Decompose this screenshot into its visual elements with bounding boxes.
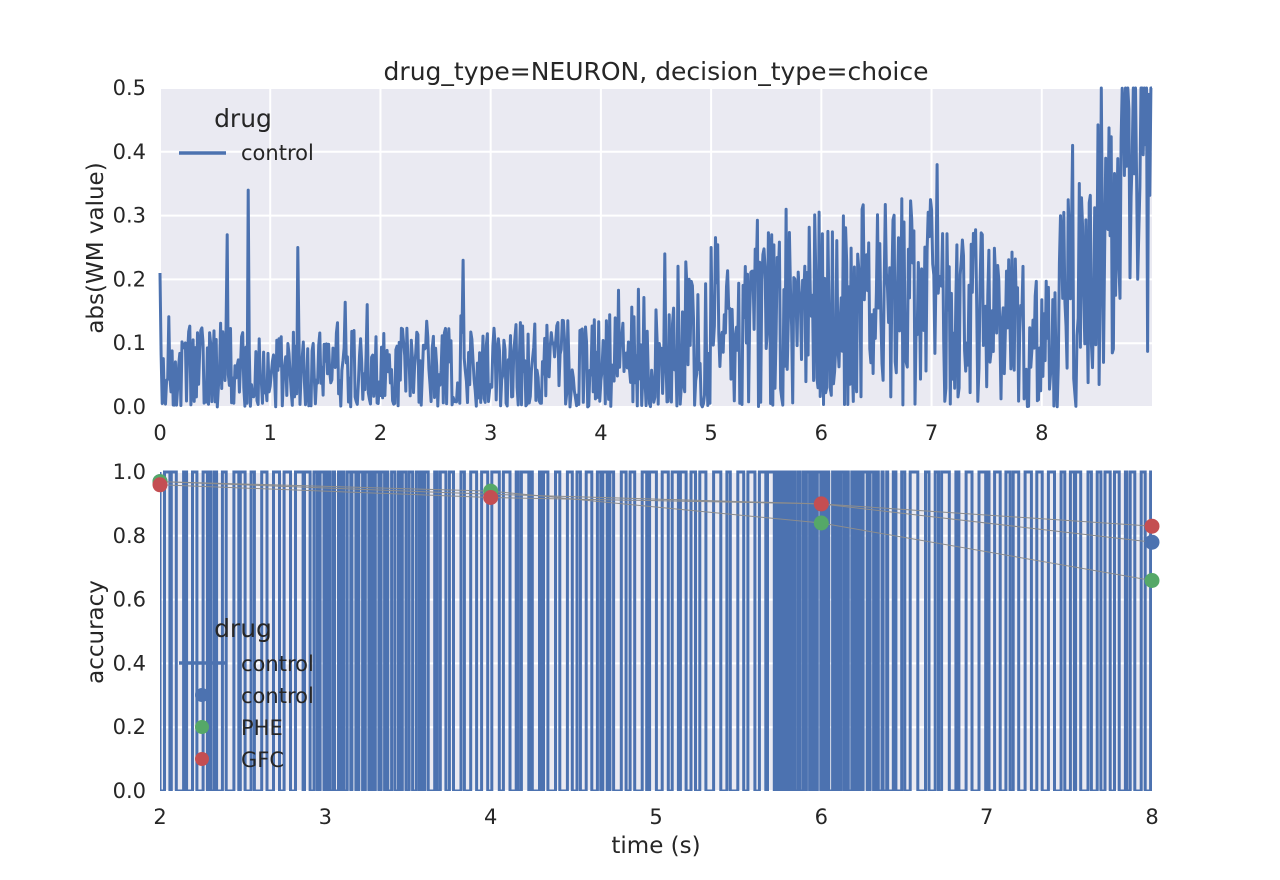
top-x-tick-label: 2: [374, 421, 387, 445]
bottom-x-tick-label: 5: [649, 805, 662, 829]
bottom-y-ticks: 0.0 0.2 0.4 0.6 0.8 1.0: [113, 460, 146, 803]
bottom-legend-label-control-line: control: [241, 652, 314, 676]
bottom-point-gfc: [813, 496, 829, 512]
bottom-y-tick-label: 0.0: [113, 779, 146, 803]
top-y-ticks: 0.0 0.1 0.2 0.3 0.4 0.5: [113, 76, 146, 419]
top-y-axis-label: abs(WM value): [83, 162, 109, 333]
top-chart: 0 1 2 3 4 5 6 7 8 0.0 0.1 0.2 0.3 0.4 0.5 abs(WM valu…: [83, 76, 1153, 445]
bottom-x-tick-label: 7: [980, 805, 993, 829]
bottom-legend-title: drug: [214, 614, 272, 643]
bottom-series-control-binary-trace: [160, 470, 1152, 791]
bottom-legend-label-control-points: control: [241, 684, 314, 708]
bottom-point-phe: [813, 515, 829, 531]
bottom-y-tick-label: 0.2: [113, 715, 146, 739]
bottom-y-tick-label: 0.6: [113, 588, 146, 612]
top-x-tick-label: 4: [594, 421, 607, 445]
bottom-x-tick-label: 8: [1145, 805, 1158, 829]
bottom-y-tick-label: 0.4: [113, 651, 146, 675]
top-x-tick-label: 6: [815, 421, 828, 445]
bottom-legend-marker-phe: [195, 720, 209, 734]
top-y-tick-label: 0.2: [113, 267, 146, 291]
top-y-tick-label: 0.0: [113, 395, 146, 419]
top-x-tick-label: 3: [484, 421, 497, 445]
bottom-chart: 2 3 4 5 6 7 8 0.0 0.2 0.4 0.6 0.8 1.0 accuracy time…: [83, 460, 1160, 859]
top-x-tick-label: 5: [704, 421, 717, 445]
bottom-point-gfc: [1144, 518, 1160, 534]
bottom-legend-marker-control: [195, 688, 209, 702]
bottom-y-axis-label: accuracy: [83, 580, 109, 684]
bottom-x-tick-label: 6: [815, 805, 828, 829]
top-series-layer: [158, 86, 1153, 409]
top-chart-title: drug_type=NEURON, decision_type=choice: [384, 57, 929, 86]
bottom-x-tick-label: 3: [319, 805, 332, 829]
top-x-tick-label: 7: [925, 421, 938, 445]
bottom-x-tick-label: 2: [153, 805, 166, 829]
top-y-tick-label: 0.3: [113, 204, 146, 228]
bottom-series-layer: [152, 470, 1160, 791]
top-y-tick-label: 0.4: [113, 140, 146, 164]
bottom-x-tick-label: 4: [484, 805, 497, 829]
bottom-connector-gfc: [159, 484, 1153, 527]
bottom-connector-control: [159, 481, 1153, 543]
top-series-control-line: [158, 86, 1153, 409]
top-legend-title: drug: [214, 104, 272, 133]
bottom-point-phe: [1144, 573, 1160, 588]
bottom-y-tick-label: 1.0: [113, 460, 146, 484]
bottom-legend-label-gfc: GFC: [241, 748, 284, 772]
bottom-y-tick-label: 0.8: [113, 524, 146, 548]
bottom-legend-marker-gfc: [195, 752, 209, 766]
top-legend-label-control: control: [241, 141, 314, 165]
bottom-point-control: [1144, 534, 1160, 550]
top-legend: drug control: [179, 104, 314, 165]
bottom-x-axis-label: time (s): [611, 833, 700, 859]
bottom-legend-label-phe: PHE: [241, 716, 283, 740]
top-x-tick-label: 0: [153, 421, 166, 445]
bottom-point-gfc: [152, 477, 168, 493]
top-x-ticks: 0 1 2 3 4 5 6 7 8: [153, 421, 1048, 445]
bottom-connector-phe: [159, 481, 1153, 581]
top-y-tick-label: 0.1: [113, 331, 146, 355]
bottom-legend: drug control control PHE GFC: [179, 614, 314, 772]
top-y-tick-label: 0.5: [113, 76, 146, 100]
bottom-x-ticks: 2 3 4 5 6 7 8: [153, 805, 1158, 829]
bottom-point-gfc: [483, 490, 499, 505]
top-x-tick-label: 1: [264, 421, 277, 445]
top-x-tick-label: 8: [1035, 421, 1048, 445]
